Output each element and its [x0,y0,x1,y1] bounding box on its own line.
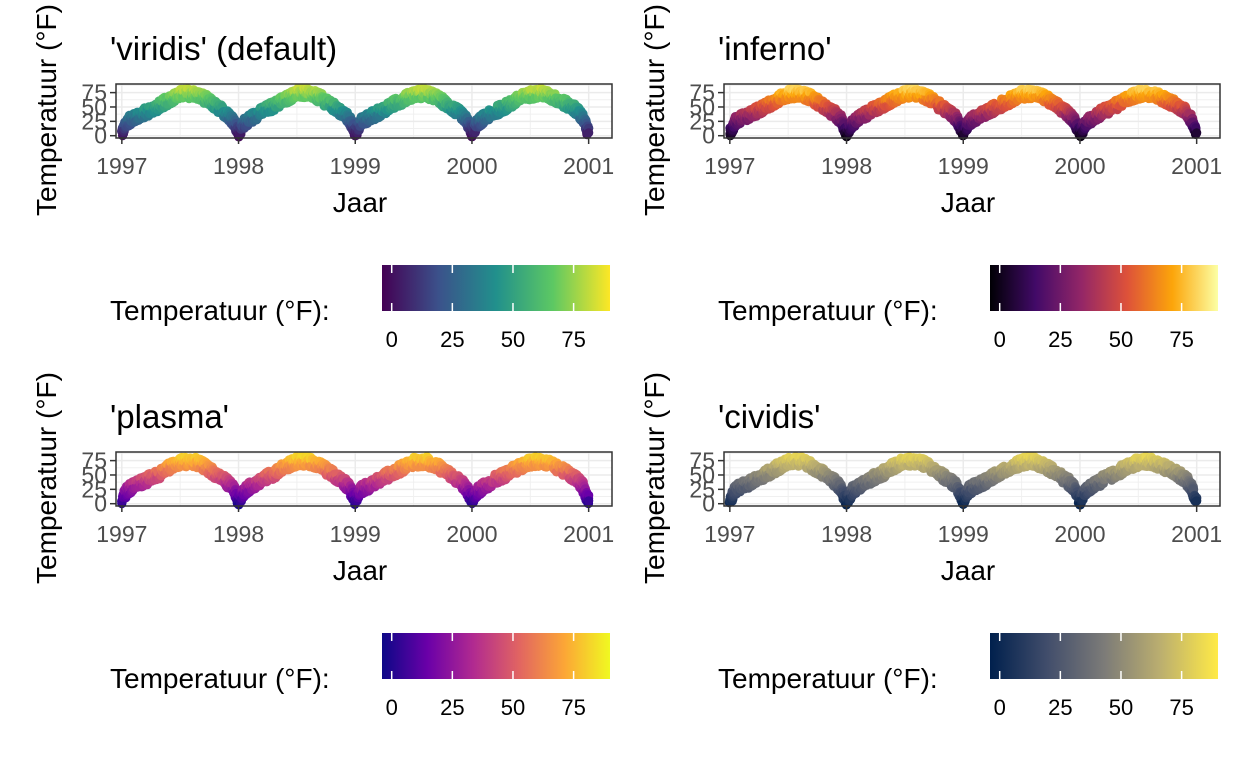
legend-title: Temperatuur (°F): [718,295,938,326]
y-tick-label: 50 [81,94,107,120]
y-axis-label: Temperatuur (°F) [31,372,62,584]
y-tick-label: 25 [81,108,107,134]
legend-tick-label: 75 [561,327,585,352]
chart-title: 'viridis' (default) [110,30,337,67]
y-axis-label: Temperatuur (°F) [31,4,62,216]
x-tick-label: 1999 [330,153,381,179]
plot-frame [723,83,1221,139]
y-tick-label: 50 [689,94,715,120]
chart-panel-1: 'viridis' (default) Temperatuur (°F) 0 25 50… [0,0,624,384]
legend-tick-label: 0 [994,327,1006,352]
x-axis-label: Jaar [333,187,387,218]
legend-tick-label: 0 [386,327,398,352]
x-tick-label: 2000 [446,153,497,179]
x-tick-label: 2001 [1171,153,1222,179]
legend-colorbar [990,265,1218,311]
legend-tick-label: 50 [501,327,525,352]
data-points [725,83,1202,142]
data-point [584,128,594,138]
chart-panel-3: 'plasma' Temperatuur (°F) 0 25 50 75 1997 1998 1… [0,368,624,752]
x-tick-label: 2001 [563,153,614,179]
plot-frame [115,83,613,139]
x-axis-label: Jaar [941,187,995,218]
x-tick-label: 1998 [213,153,264,179]
y-tick-label: 75 [81,80,107,106]
legend-tick-label: 75 [1169,327,1193,352]
chart-svg: 'viridis' (default)Temperatuur (°F) 02550… [31,4,614,352]
data-point [1192,128,1202,138]
x-tick-label: 1997 [704,153,755,179]
chart-title: 'inferno' [718,30,832,67]
x-tick-label: 1997 [96,153,147,179]
chart-title: 'plasma' [110,398,229,435]
legend-colorbar [382,265,610,311]
y-tick-label: 0 [702,123,715,149]
legend-tick-label: 25 [440,327,464,352]
data-points [117,83,594,142]
y-axis-label: Temperatuur (°F) [639,4,670,216]
legend-tick-label: 50 [1109,327,1133,352]
data-points [117,451,594,510]
legend-title: Temperatuur (°F): [110,295,330,326]
y-tick-label: 75 [689,80,715,106]
y-tick-label: 0 [94,123,107,149]
legend-tick-label: 25 [1048,327,1072,352]
x-tick-label: 2000 [1054,153,1105,179]
chart-panel-2: 'inferno' Temperatuur (°F) 0 25 50 75 1997 1998… [608,0,1232,384]
y-tick-label: 25 [689,108,715,134]
x-tick-label: 1999 [938,153,989,179]
x-tick-label: 1998 [821,153,872,179]
